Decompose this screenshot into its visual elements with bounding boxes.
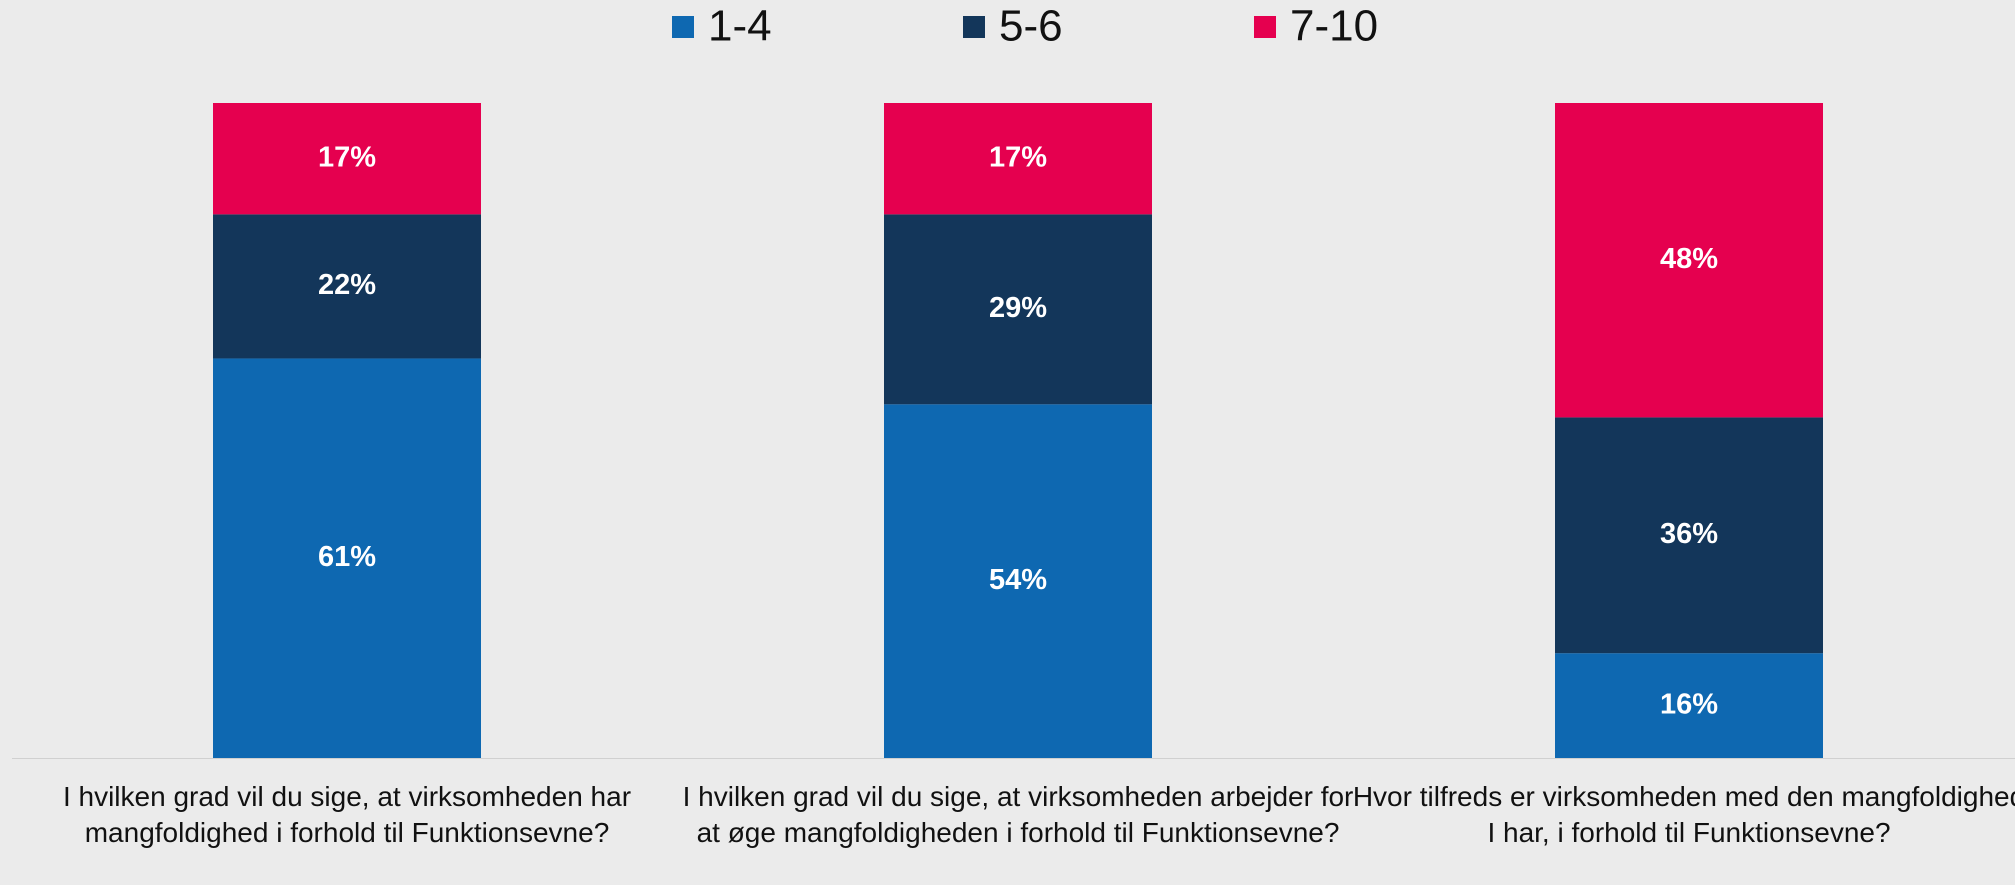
x-tick-label: I hvilken grad vil du sige, at virksomhe… <box>682 781 1354 848</box>
bar-segment <box>213 103 481 215</box>
bar-segment <box>1555 103 1823 418</box>
data-label: 17% <box>318 141 376 173</box>
legend-label: 1-4 <box>708 2 772 51</box>
legend-swatch <box>1254 16 1276 38</box>
bar-segment <box>1555 653 1823 758</box>
data-label: 36% <box>1660 518 1718 550</box>
data-label: 48% <box>1660 243 1718 275</box>
bar-segment <box>884 103 1152 215</box>
data-label: 29% <box>989 292 1047 324</box>
legend-swatch <box>672 16 694 38</box>
data-label: 17% <box>989 141 1047 173</box>
legend-label: 5-6 <box>999 2 1063 51</box>
bar-segment <box>884 404 1152 758</box>
bar-segment <box>1555 417 1823 654</box>
data-label: 22% <box>318 269 376 301</box>
data-label: 16% <box>1660 688 1718 720</box>
bar-segment <box>213 214 481 359</box>
legend-swatch <box>963 16 985 38</box>
data-label: 54% <box>989 564 1047 596</box>
bar-segment <box>213 358 481 758</box>
data-label: 61% <box>318 541 376 573</box>
x-tick-label: I hvilken grad vil du sige, at virksomhe… <box>62 781 632 848</box>
x-tick-label: Hvor tilfreds er virksomheden med den ma… <box>1352 781 2015 848</box>
bar-segment <box>884 214 1152 405</box>
legend-label: 7-10 <box>1290 2 1378 51</box>
